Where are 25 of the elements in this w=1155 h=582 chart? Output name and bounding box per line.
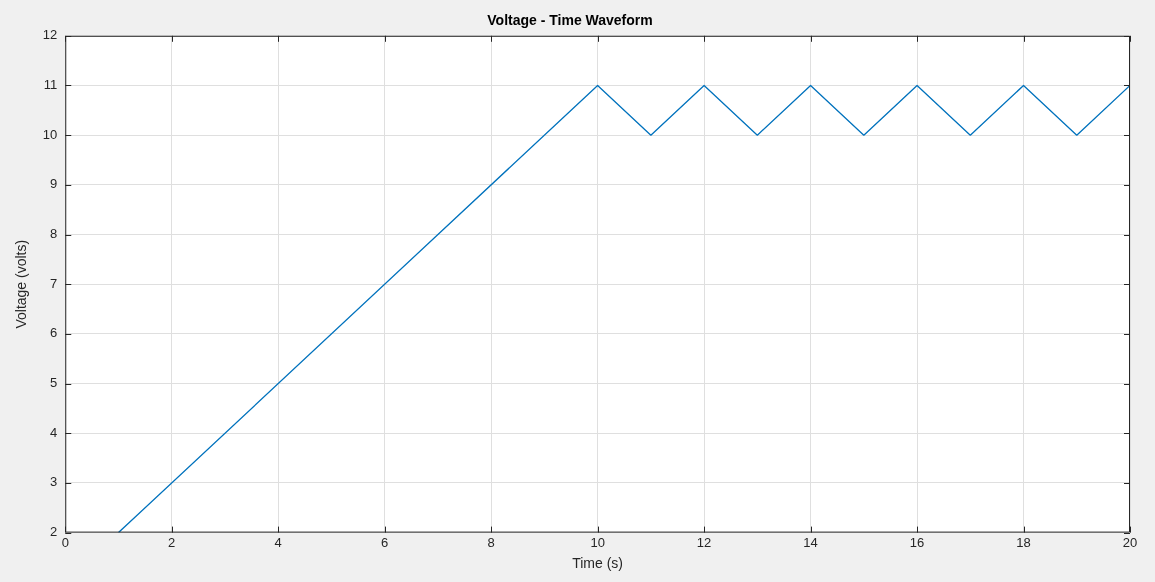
- x-tick-label: 14: [803, 534, 818, 550]
- x-tick-label: 2: [168, 534, 176, 550]
- y-axis-title: Voltage (volts): [13, 239, 30, 329]
- y-tick-label: 11: [43, 77, 58, 93]
- x-tick-label: 12: [696, 534, 712, 550]
- y-tick-label: 12: [42, 27, 58, 43]
- x-tick-label: 6: [381, 534, 389, 550]
- y-tick-label: 9: [50, 176, 58, 192]
- y-tick-label: 8: [50, 226, 58, 242]
- chart-title: Voltage - Time Waveform: [487, 12, 653, 29]
- y-tick-label: 7: [50, 275, 58, 291]
- x-tick-label: 16: [909, 534, 925, 550]
- y-tick-label: 6: [50, 325, 58, 341]
- y-tick-label: 3: [50, 474, 58, 490]
- y-tick-label: 4: [50, 424, 58, 440]
- x-tick-label: 18: [1016, 534, 1031, 550]
- y-tick-label: 2: [50, 524, 58, 540]
- x-tick-label: 8: [487, 534, 495, 550]
- x-tick-label: 0: [61, 534, 69, 550]
- x-tick-label: 10: [590, 534, 605, 550]
- x-tick-label: 4: [274, 534, 282, 550]
- y-tick-label: 5: [50, 375, 58, 391]
- x-axis-title: Time (s): [572, 555, 624, 572]
- x-tick-label: 20: [1122, 534, 1138, 550]
- y-tick-label: 10: [42, 126, 58, 142]
